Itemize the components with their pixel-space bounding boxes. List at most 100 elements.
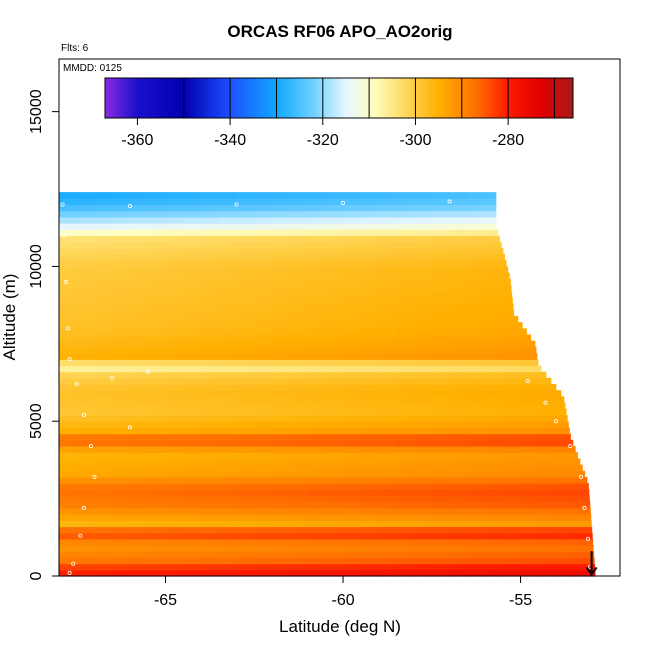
- heatmap-cell: [343, 507, 362, 515]
- colorbar-swatch: [353, 78, 356, 118]
- colorbar-swatch: [237, 78, 240, 118]
- heatmap-cell: [94, 254, 113, 261]
- heatmap-cell: [289, 359, 309, 367]
- heatmap-cell: [76, 439, 96, 447]
- colorbar-swatch: [119, 78, 122, 118]
- heatmap-cell: [396, 291, 415, 298]
- heatmap-cell: [538, 384, 557, 391]
- heatmap-cell: [147, 514, 167, 521]
- track-point: [511, 197, 516, 202]
- heatmap-cell: [343, 489, 362, 497]
- heatmap-cell: [325, 353, 344, 360]
- heatmap-cell: [218, 303, 238, 311]
- colorbar-swatch: [109, 78, 112, 118]
- colorbar-swatch: [567, 78, 570, 118]
- colorbar-swatch: [411, 78, 414, 118]
- heatmap-cell: [378, 204, 397, 212]
- heatmap-cell: [218, 415, 238, 422]
- heatmap-cell: [59, 557, 78, 565]
- heatmap-cell: [378, 439, 397, 447]
- heatmap-cell: [307, 284, 326, 292]
- heatmap-cell: [289, 204, 309, 212]
- heatmap-cell: [130, 346, 149, 354]
- colorbar-swatch: [493, 78, 496, 118]
- heatmap-cell: [307, 514, 326, 521]
- heatmap-cell: [396, 433, 415, 441]
- heatmap-cell: [520, 501, 539, 509]
- heatmap-cell: [94, 402, 113, 410]
- heatmap-cell: [556, 557, 575, 565]
- heatmap-cell: [520, 458, 539, 466]
- heatmap-cell: [360, 309, 380, 317]
- heatmap-cell: [201, 260, 220, 268]
- heatmap-cell: [396, 507, 415, 515]
- heatmap-cell: [485, 223, 497, 230]
- heatmap-cell: [343, 204, 362, 212]
- heatmap-cell: [76, 204, 96, 212]
- heatmap-cell: [112, 192, 131, 199]
- heatmap-cell: [112, 551, 131, 559]
- heatmap-cell: [165, 235, 184, 243]
- heatmap-cell: [272, 254, 291, 261]
- heatmap-cell: [165, 204, 184, 212]
- heatmap-cell: [396, 315, 415, 323]
- heatmap-cell: [254, 216, 273, 224]
- heatmap-cell: [130, 433, 149, 441]
- heatmap-cell: [112, 198, 131, 206]
- heatmap-cell: [59, 204, 78, 212]
- heatmap-cell: [59, 315, 78, 323]
- heatmap-cell: [485, 278, 504, 286]
- heatmap-cell: [556, 526, 575, 534]
- heatmap-cell: [449, 235, 468, 243]
- colorbar-swatch: [377, 78, 380, 118]
- heatmap-cell: [502, 260, 507, 268]
- colorbar-swatch: [339, 78, 342, 118]
- heatmap-cell: [94, 421, 113, 428]
- heatmap-cell: [360, 346, 380, 354]
- heatmap-cell: [147, 247, 167, 255]
- heatmap-cell: [130, 328, 149, 336]
- heatmap-cell: [325, 483, 344, 490]
- heatmap-cell: [325, 402, 344, 410]
- heatmap-cell: [112, 353, 131, 360]
- heatmap-cell: [378, 458, 397, 466]
- heatmap-cell: [360, 272, 380, 280]
- heatmap-cell: [201, 483, 220, 490]
- heatmap-cell: [502, 520, 522, 528]
- heatmap-cell: [343, 384, 362, 391]
- colorbar-swatch: [193, 78, 196, 118]
- heatmap-cell: [360, 315, 380, 323]
- heatmap-cell: [396, 538, 415, 546]
- heatmap-cell: [130, 260, 149, 268]
- heatmap-cell: [272, 408, 291, 416]
- heatmap-cell: [378, 309, 397, 317]
- heatmap-cell: [147, 452, 167, 459]
- heatmap-cell: [130, 297, 149, 305]
- heatmap-cell: [76, 377, 96, 385]
- heatmap-cell: [218, 501, 238, 509]
- colorbar-swatch: [225, 78, 228, 118]
- heatmap-cell: [201, 563, 220, 571]
- heatmap-cell: [289, 452, 309, 459]
- heatmap-cell: [130, 272, 149, 280]
- heatmap-cell: [396, 353, 415, 360]
- heatmap-cell: [218, 260, 238, 268]
- heatmap-cell: [378, 241, 397, 249]
- heatmap-cell: [183, 359, 202, 367]
- colorbar-swatch: [417, 78, 420, 118]
- heatmap-cell: [431, 198, 451, 206]
- heatmap-cell: [414, 384, 433, 391]
- heatmap-cell: [360, 563, 380, 571]
- heatmap-cell: [201, 365, 220, 373]
- heatmap-cell: [325, 254, 344, 261]
- heatmap-cell: [236, 445, 255, 453]
- heatmap-cell: [94, 507, 113, 515]
- heatmap-cell: [307, 359, 326, 367]
- heatmap-cell: [254, 569, 273, 577]
- heatmap-cell: [467, 470, 486, 478]
- heatmap-cell: [218, 346, 238, 354]
- heatmap-cell: [254, 445, 273, 453]
- heatmap-cell: [431, 315, 451, 323]
- heatmap-cell: [236, 365, 255, 373]
- heatmap-cell: [130, 291, 149, 298]
